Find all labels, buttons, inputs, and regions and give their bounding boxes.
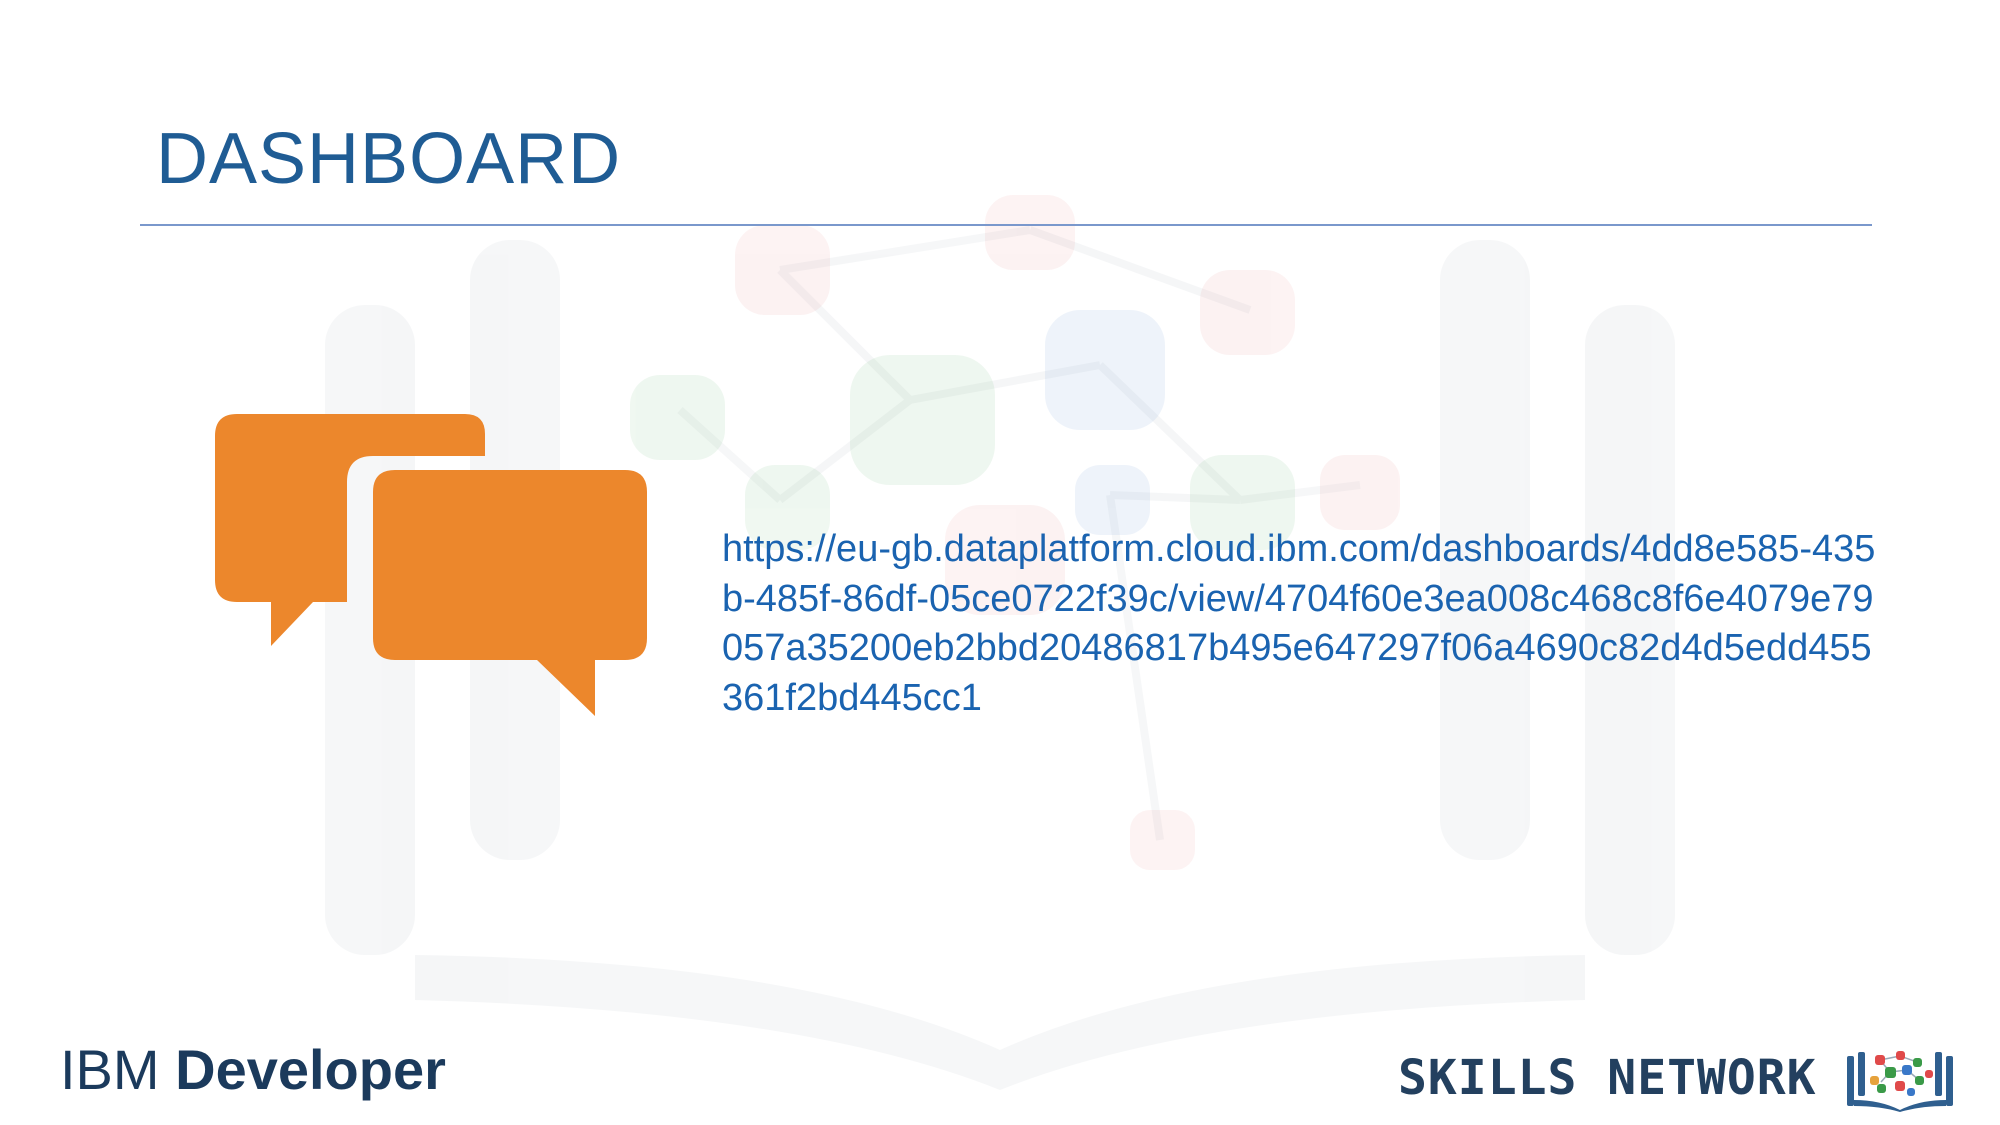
ibm-wordmark: IBM bbox=[60, 1038, 176, 1101]
ibm-developer-logo: IBM Developer bbox=[60, 1042, 446, 1098]
slide-title: DASHBOARD bbox=[156, 119, 622, 199]
dashboard-url-link[interactable]: https://eu-gb.dataplatform.cloud.ibm.com… bbox=[722, 528, 1876, 719]
skills-network-wordmark: SKILLS NETWORK bbox=[1398, 1050, 1817, 1106]
developer-wordmark: Developer bbox=[175, 1038, 446, 1101]
chat-bubbles-icon bbox=[215, 414, 647, 716]
open-book-network-icon bbox=[1847, 1051, 1953, 1112]
title-divider bbox=[140, 224, 1872, 226]
chat-bubble-back bbox=[215, 414, 485, 646]
chat-bubble-front bbox=[373, 470, 647, 716]
